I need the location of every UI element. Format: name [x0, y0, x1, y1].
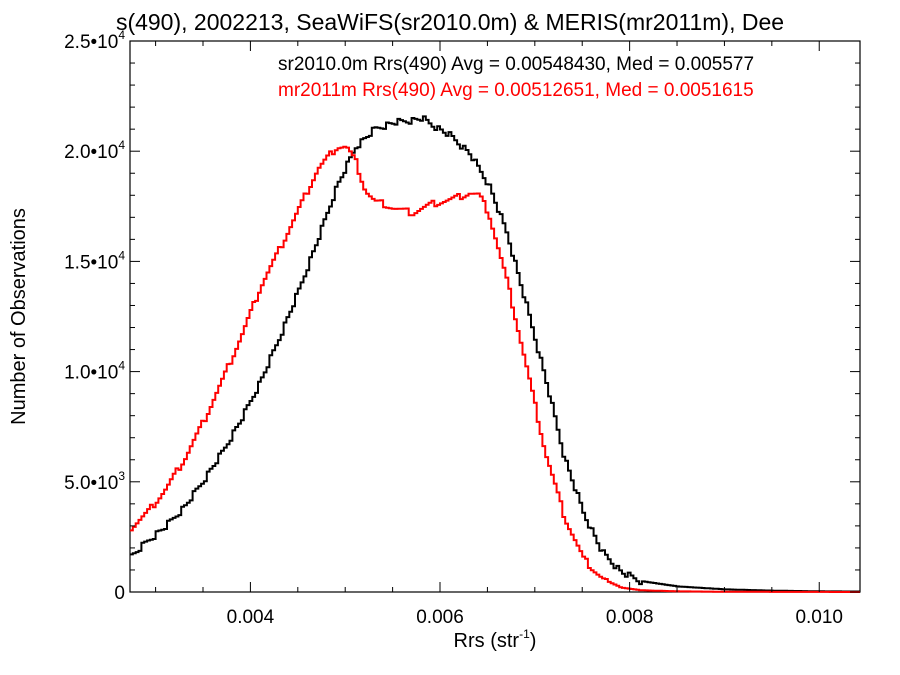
y-tick-label: 2.5•104 — [64, 28, 125, 53]
series-line-1 — [130, 115, 860, 593]
y-tick-label: 2.0•104 — [64, 138, 125, 163]
legend-entry-2: mr2011m Rrs(490) Avg = 0.00512651, Med =… — [278, 80, 754, 101]
chart-title: s(490), 2002213, SeaWiFS(sr2010.0m) & ME… — [116, 9, 784, 35]
series-line-2 — [130, 145, 860, 593]
x-axis-title: Rrs (str-1) — [454, 627, 537, 652]
series-layer — [130, 115, 860, 593]
x-tick-label: 0.008 — [606, 607, 654, 628]
x-tick-label: 0.010 — [795, 607, 843, 628]
y-tick-label: 1.0•104 — [64, 359, 125, 384]
legend-entry-1: sr2010.0m Rrs(490) Avg = 0.00548430, Med… — [278, 54, 754, 75]
x-tick-labels: 0.004 0.006 0.008 0.010 — [227, 607, 843, 628]
legend: sr2010.0m Rrs(490) Avg = 0.00548430, Med… — [278, 54, 754, 101]
y-tick-label: 5.0•103 — [64, 469, 125, 494]
x-tick-label: 0.004 — [227, 607, 275, 628]
y-tick-labels: 0 5.0•103 1.0•104 1.5•104 2.0•104 2.5•104 — [64, 28, 125, 604]
x-tick-label: 0.006 — [416, 607, 464, 628]
y-tick-label: 1.5•104 — [64, 248, 125, 273]
plot-frame — [129, 40, 861, 593]
y-tick-label: 0 — [114, 583, 125, 604]
tick-layer — [130, 40, 860, 593]
y-axis-title: Number of Observations — [8, 208, 30, 425]
